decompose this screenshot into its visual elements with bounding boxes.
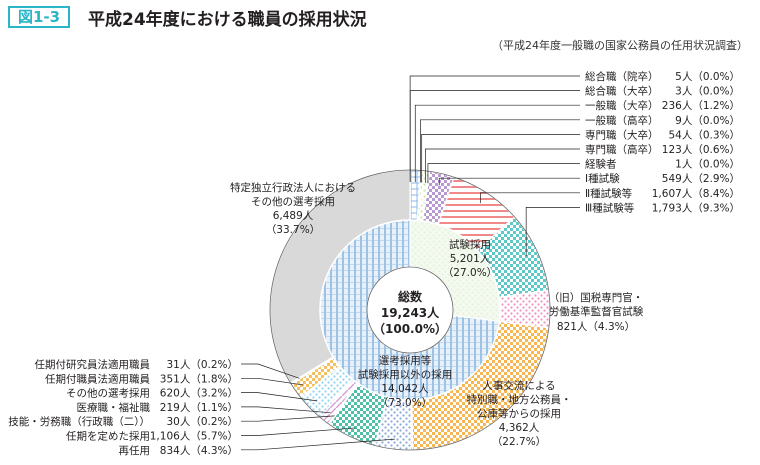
inner-label-name: 試験採用: [449, 238, 491, 251]
leader-line: [241, 392, 318, 402]
leader-line: [525, 207, 580, 257]
center-circle: [366, 266, 454, 354]
outer-label-value: 1,607人（8.4%）: [652, 188, 740, 200]
outer-label-name: 一般職（高卒）: [585, 114, 659, 127]
outer-label-value: 236人（1.2%）: [662, 100, 740, 112]
outer-label-name: 専門職（大卒）: [585, 128, 659, 141]
outer-label-value: 3人（0.0%）: [675, 86, 740, 98]
outer-label-name: Ⅱ種試験等: [585, 187, 633, 200]
outer-label-line: （22.7%）: [492, 436, 546, 448]
outer-label-value: 5人（0.0%）: [675, 71, 740, 83]
outer-label-name: 総合職（院卒）: [585, 70, 659, 83]
inner-label-value: 5,201人: [450, 253, 491, 265]
leader-line: [409, 75, 580, 183]
outer-label-name: その他の選考採用: [66, 387, 150, 400]
leader-line: [414, 104, 580, 183]
leader-line: [425, 148, 580, 183]
outer-label-name: 一般職（大卒）: [585, 99, 659, 112]
outer-label-value: 1,793人（9.3%）: [652, 202, 740, 214]
outer-label-value: 834人（4.3%）: [160, 445, 238, 457]
outer-label-value: 351人（1.8%）: [160, 373, 238, 385]
inner-label-value: 14,042人: [381, 383, 429, 395]
outer-label-value: 620人（3.2%）: [160, 388, 238, 400]
inner-label-percent: （27.0%）: [443, 267, 497, 279]
outer-label-name: 総合職（大卒）: [585, 85, 659, 98]
outer-label-value: 821人（4.3%）: [557, 321, 635, 333]
leader-line: [427, 163, 580, 184]
center-label: 総数: [398, 289, 423, 304]
leader-line: [241, 427, 356, 436]
figure-number-badge: 図1-3: [8, 6, 70, 28]
leader-line: [241, 406, 331, 414]
leader-line: [421, 134, 580, 183]
leader-line: [241, 438, 395, 451]
outer-label-name: 任期付研究員法適用職員: [35, 358, 151, 371]
outer-label-value: 123人（0.6%）: [662, 144, 740, 156]
ring-divider: [319, 219, 501, 401]
leader-line: [409, 90, 580, 183]
outer-label-name: 経験者: [585, 158, 617, 171]
outer-label-name: （旧）国税専門官・: [549, 291, 644, 304]
outer-label-name: 再任用: [119, 444, 151, 457]
chart-title: 平成24年度における職員の採用状況: [88, 10, 367, 30]
outer-label-line: 公庫等からの採用: [477, 407, 561, 420]
outer-label-name: 技能・労務職（行政職（二））: [8, 415, 150, 428]
outer-label-name: Ⅲ種試験等: [585, 201, 635, 214]
outer-label-line: 特定独立行政法人における: [230, 181, 356, 194]
outer-label-line: 特別職・地方公務員・: [467, 393, 572, 406]
leader-line: [241, 415, 335, 422]
inner-label-name: 選考採用等: [379, 354, 432, 367]
outer-label-value: 9人（0.0%）: [675, 115, 740, 127]
outer-label-name: 任期を定めた採用: [66, 430, 150, 443]
outer-label-value: 549人（2.9%）: [662, 173, 740, 185]
outer-label-value: 219人（1.1%）: [160, 402, 238, 414]
center-total: 19,243人: [381, 305, 440, 320]
outer-label-name: 任期付職員法適用職員: [45, 372, 150, 385]
leader-line: [241, 363, 300, 379]
outer-label-value: 30人（0.2%）: [166, 416, 238, 428]
leader-line: [480, 192, 580, 204]
outer-label-value: 1,106人（5.7%）: [150, 431, 238, 443]
inner-label-percent: （73.0%）: [378, 397, 432, 409]
outer-label-line: 人事交流による: [482, 379, 555, 392]
outer-label-name: Ⅰ種試験: [585, 172, 620, 185]
outer-label-line: 4,362人: [499, 422, 540, 434]
outer-label-value: 54人（0.3%）: [668, 129, 740, 141]
outer-label-value: 1人（0.0%）: [675, 159, 740, 171]
outer-label-name: 医療職・福祉職: [77, 401, 151, 414]
outer-label-line: （33.7%）: [266, 224, 320, 236]
outer-label-name: 労働基準監督官試験: [549, 305, 644, 318]
center-percent: （100.0%）: [373, 321, 447, 336]
inner-label-name: 試験採用以外の採用: [358, 368, 453, 381]
outer-label-line: 6,489人: [273, 210, 314, 222]
leader-line: [241, 377, 304, 386]
outer-label-value: 31人（0.2%）: [166, 359, 238, 371]
outer-label-line: その他の選考採用: [251, 195, 335, 208]
source-note: （平成24年度一般職の国家公務員の任用状況調査）: [492, 39, 748, 52]
leader-line: [438, 177, 580, 186]
leader-line: [420, 119, 580, 183]
outer-label-name: 専門職（高卒）: [585, 143, 659, 156]
